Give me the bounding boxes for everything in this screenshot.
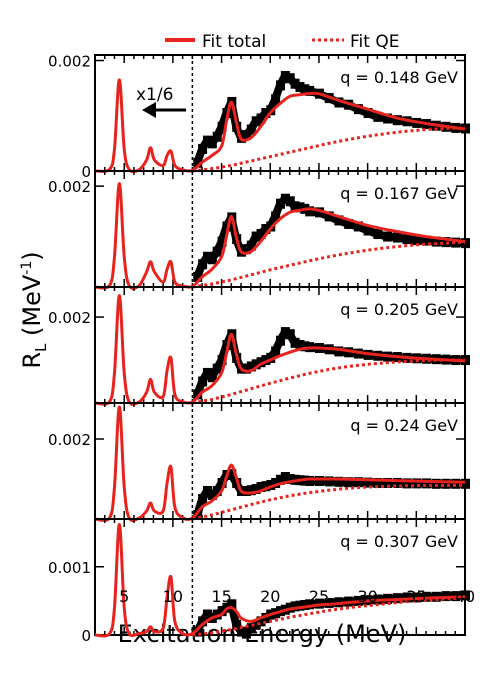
- data-points: [193, 327, 470, 400]
- panel-3: 0.002 q = 0.205 GeV: [48, 286, 470, 406]
- y-tick-label: 0.001: [48, 559, 91, 577]
- fit-qe-line: [192, 240, 466, 289]
- svg-text:RL (MeV-1): RL (MeV-1): [18, 251, 50, 368]
- ylabel-close: ): [18, 251, 46, 260]
- fit-total-line: [94, 522, 466, 638]
- scale-annotation: x1/6: [136, 85, 186, 118]
- y-axis-title: RL (MeV-1): [18, 251, 50, 368]
- data-band: [193, 470, 465, 517]
- scale-label: x1/6: [136, 85, 173, 105]
- data-point: [461, 590, 470, 601]
- data-point: [461, 238, 470, 249]
- fit-qe-line: [192, 358, 465, 405]
- data-point: [461, 123, 470, 134]
- legend: Fit total Fit QE: [165, 32, 399, 52]
- x-tick-label: 25: [309, 587, 329, 606]
- panel-1: 0 0.002 q = 0.148 GeV: [48, 53, 470, 181]
- fit-qe-line: [192, 596, 466, 637]
- ylabel-sub: L: [32, 343, 50, 352]
- y-tick-label: 0: [81, 163, 91, 181]
- y-tick-label: 0.002: [48, 53, 91, 71]
- q-label: q = 0.24 GeV: [350, 416, 458, 435]
- legend-total-label: Fit total: [202, 32, 266, 52]
- y-tick-label: 0.002: [48, 178, 91, 196]
- panel-2: 0.002 q = 0.167 GeV: [48, 170, 470, 290]
- panel-5: 0 0.001 q = 0.307 GeV: [48, 518, 470, 645]
- x-tick-label: 35: [406, 587, 426, 606]
- ylabel-units: (MeV: [18, 274, 46, 343]
- x-tick-label: 20: [260, 587, 280, 606]
- fit-qe-line: [192, 126, 466, 173]
- x-tick-label: 10: [163, 587, 183, 606]
- ylabel-exp: -1: [19, 261, 35, 275]
- fit-qe-line: [192, 483, 465, 521]
- y-tick-label: 0: [81, 627, 91, 645]
- y-tick-label: 0.002: [48, 431, 91, 449]
- q-label: q = 0.148 GeV: [340, 68, 458, 87]
- q-label: q = 0.167 GeV: [340, 184, 458, 203]
- scale-arrow-head: [142, 102, 156, 118]
- legend-qe-label: Fit QE: [350, 32, 399, 52]
- panel-4: 0.002 q = 0.24 GeV: [48, 402, 470, 523]
- x-tick-label: 5: [119, 587, 129, 606]
- data-point: [461, 478, 470, 489]
- x-tick-label: 40: [455, 587, 475, 606]
- q-label: q = 0.205 GeV: [340, 300, 458, 319]
- x-tick-label: 30: [357, 587, 377, 606]
- y-tick-label: 0.002: [48, 309, 91, 327]
- x-tick-label: 15: [211, 587, 231, 606]
- data-point: [461, 355, 470, 366]
- ylabel-main: R: [18, 352, 46, 369]
- q-label: q = 0.307 GeV: [340, 532, 458, 551]
- x-tick-labels: 5 10 15 20 25 30 35 40: [119, 587, 475, 606]
